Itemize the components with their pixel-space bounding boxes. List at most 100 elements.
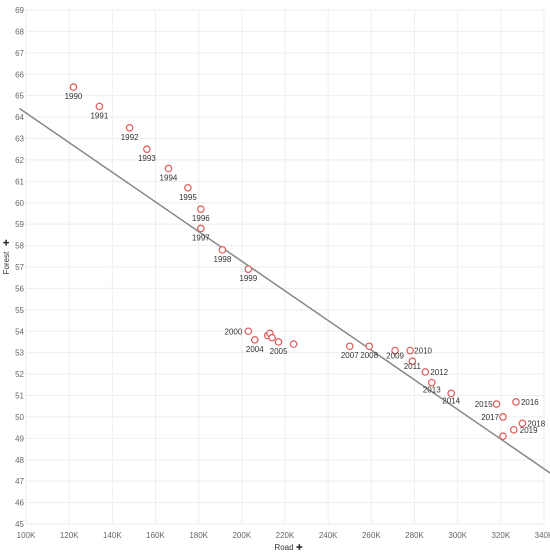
y-tick-label: 61 (15, 177, 24, 186)
data-point[interactable] (95, 102, 104, 111)
y-tick-label: 67 (15, 49, 24, 58)
grid-layer (25, 9, 545, 525)
data-point[interactable] (492, 400, 501, 408)
data-point[interactable] (244, 265, 253, 273)
point-label: 2015 (475, 400, 493, 409)
point-label: 2014 (442, 396, 460, 405)
data-point[interactable] (408, 357, 417, 366)
point-label: 2019 (520, 426, 538, 435)
data-point[interactable] (197, 224, 205, 233)
trend-layer (19, 107, 550, 474)
x-tick-label: 140K (103, 531, 122, 540)
x-tick-label: 260K (362, 531, 381, 540)
y-tick-label: 57 (15, 263, 24, 272)
point-label: 2010 (414, 347, 432, 356)
y-tick-label: 45 (15, 520, 24, 529)
x-tick-label: 160K (146, 531, 165, 540)
data-point[interactable] (447, 389, 455, 398)
y-tick-label: 47 (15, 477, 24, 486)
data-point[interactable] (512, 398, 520, 406)
x-axis-pin-icon[interactable]: ✚ (296, 543, 303, 552)
y-tick-label: 51 (15, 392, 24, 401)
y-tick-label: 55 (15, 306, 24, 315)
point-label: 2007 (341, 351, 359, 360)
point-label: 1995 (179, 193, 197, 202)
point-label: 2009 (386, 352, 404, 361)
data-point[interactable] (125, 123, 134, 132)
y-tick-label: 58 (15, 242, 24, 251)
x-axis-title-group: Road ✚ (274, 543, 303, 552)
data-point[interactable] (518, 419, 527, 428)
y-tick-label: 56 (15, 284, 24, 293)
y-axis-pin-icon[interactable]: ✚ (2, 239, 11, 246)
x-axis-title: Road (274, 543, 293, 552)
x-tick-label: 320K (491, 531, 510, 540)
data-point[interactable] (197, 205, 205, 213)
x-tick-label: 100K (17, 531, 36, 540)
point-label: 2013 (423, 386, 441, 395)
y-tick-label: 49 (15, 434, 24, 443)
y-tick-label: 48 (15, 456, 24, 465)
data-point[interactable] (391, 346, 399, 355)
points-layer (69, 83, 527, 440)
x-tick-label: 240K (319, 531, 338, 540)
x-tick-label: 280K (405, 531, 424, 540)
point-label: 1997 (192, 233, 210, 242)
point-label: 2000 (225, 327, 243, 336)
data-point[interactable] (268, 333, 276, 342)
y-tick-label: 59 (15, 220, 24, 229)
point-label: 1993 (138, 154, 156, 163)
x-tick-label: 300K (448, 531, 467, 540)
data-point[interactable] (69, 83, 78, 91)
y-tick-label: 65 (15, 92, 24, 101)
data-point[interactable] (345, 342, 354, 351)
data-point[interactable] (164, 164, 173, 173)
y-tick-label: 63 (15, 135, 24, 144)
y-tick-label: 66 (15, 70, 24, 79)
data-point[interactable] (184, 183, 192, 192)
data-point[interactable] (427, 378, 436, 387)
point-label: 1992 (121, 133, 139, 142)
y-axis-title: Forest (2, 251, 11, 274)
data-point[interactable] (218, 246, 227, 254)
point-label: 2012 (430, 368, 448, 377)
data-point[interactable] (143, 145, 151, 154)
data-point[interactable] (244, 327, 253, 336)
y-tick-label: 52 (15, 370, 24, 379)
point-label: 1991 (90, 111, 108, 120)
data-point[interactable] (406, 346, 414, 355)
data-point[interactable] (289, 340, 298, 348)
y-tick-label: 69 (15, 6, 24, 15)
x-axis: 100K 120K 140K 160K 180K 200K 220K 240K 260K 280K… (17, 531, 550, 540)
point-label: 1999 (239, 274, 257, 283)
data-point[interactable] (365, 342, 373, 351)
x-tick-label: 120K (60, 531, 79, 540)
y-tick-label: 68 (15, 27, 24, 36)
data-point[interactable] (250, 336, 259, 344)
point-label: 2008 (360, 351, 378, 360)
point-label: 1990 (65, 92, 83, 101)
y-axis-title-group: Forest ✚ (2, 239, 11, 274)
y-tick-label: 62 (15, 156, 24, 165)
point-label: 2005 (270, 347, 288, 356)
data-point[interactable] (499, 413, 507, 421)
y-tick-label: 50 (15, 413, 24, 422)
y-tick-label: 64 (15, 113, 24, 122)
point-label: 2004 (246, 345, 264, 354)
x-tick-label: 340K (535, 531, 550, 540)
y-tick-label: 46 (15, 499, 24, 508)
x-tick-label: 180K (189, 531, 208, 540)
data-point[interactable] (499, 432, 507, 440)
point-label: 2018 (527, 419, 545, 428)
point-label: 1998 (214, 255, 232, 264)
point-label: 2016 (521, 398, 539, 407)
point-label: 2017 (481, 413, 499, 422)
y-tick-label: 54 (15, 327, 24, 336)
x-tick-label: 220K (276, 531, 295, 540)
y-tick-label: 53 (15, 349, 24, 358)
data-point[interactable] (421, 368, 430, 376)
y-tick-label: 60 (15, 199, 24, 208)
data-point[interactable] (509, 425, 518, 434)
data-point[interactable] (274, 338, 283, 346)
